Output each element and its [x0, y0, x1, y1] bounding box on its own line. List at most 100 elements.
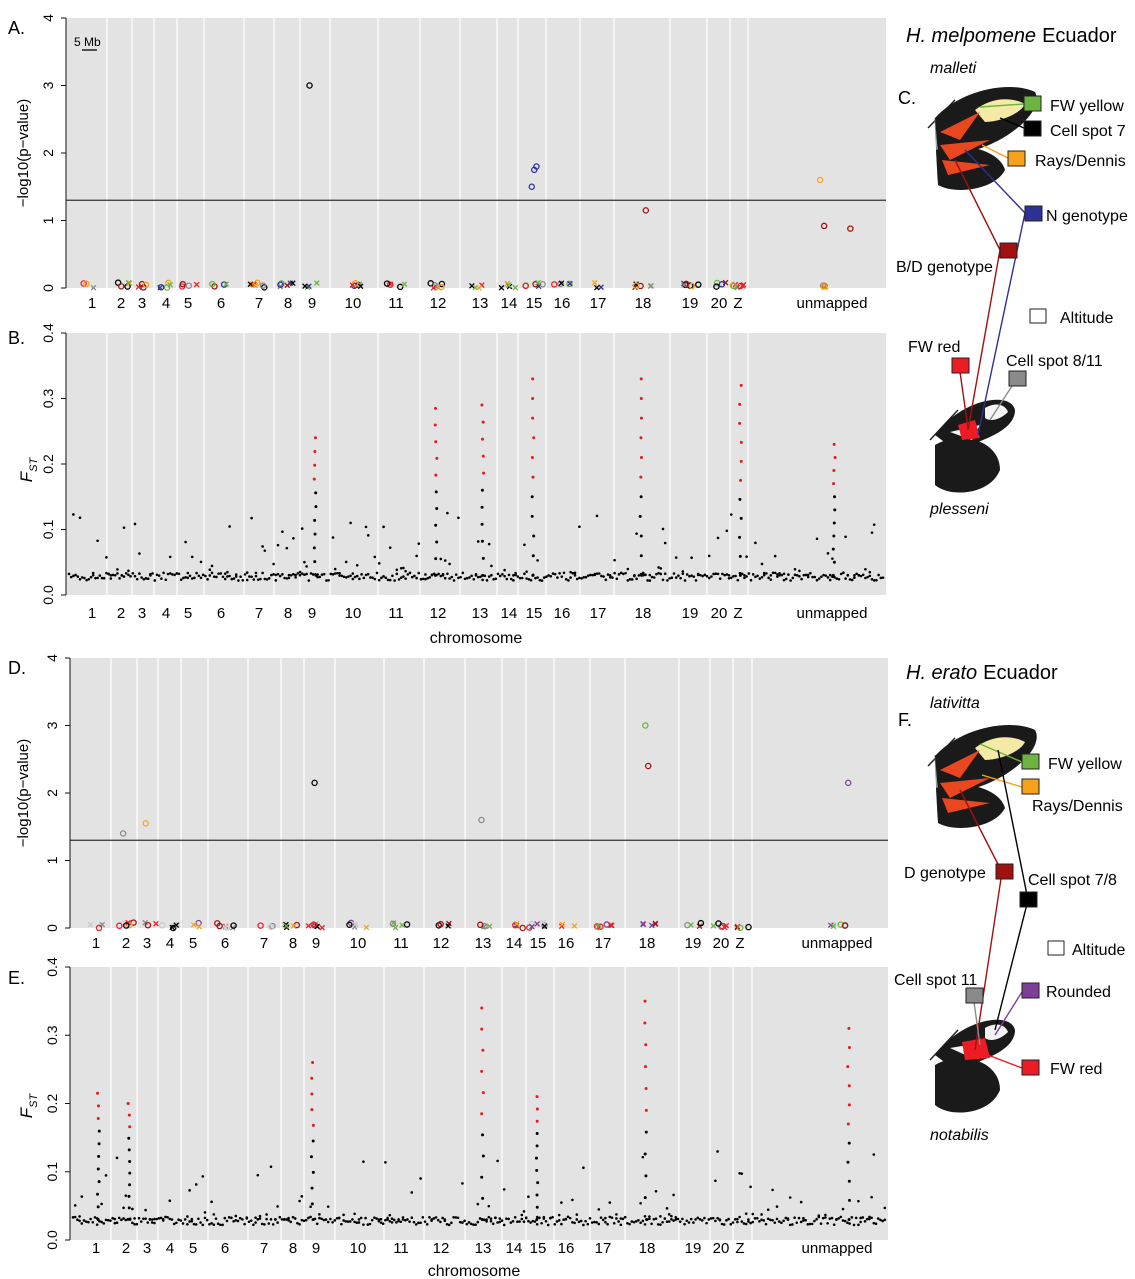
fst-point — [480, 522, 484, 526]
fst-point — [798, 574, 801, 578]
fst-point — [373, 1216, 376, 1219]
y-tick-label: 1 — [40, 216, 56, 224]
fst-point — [868, 1215, 871, 1219]
fst-point — [857, 1199, 860, 1203]
fst-point — [734, 574, 737, 578]
legend-swatch-cell-spot-7-8 — [1019, 891, 1038, 908]
fst-point — [236, 1219, 240, 1223]
fst-point — [707, 1218, 711, 1221]
fst-point — [714, 1179, 717, 1183]
fst-point — [513, 1216, 517, 1219]
chromosome-label: 11 — [393, 1240, 409, 1257]
fst-point — [847, 1141, 851, 1145]
fst-point — [210, 564, 214, 568]
chromosome-label: 18 — [639, 935, 656, 952]
fst-point — [109, 1219, 112, 1222]
fst-point — [754, 575, 757, 579]
fst-point — [203, 1216, 207, 1220]
fst-point — [95, 1223, 99, 1226]
fst-point — [252, 1223, 255, 1227]
fst-point — [689, 1217, 693, 1221]
fst-point — [531, 554, 535, 558]
fst-point — [872, 523, 876, 526]
fst-point — [802, 573, 806, 577]
fst-point — [828, 1217, 832, 1220]
fst-point — [722, 1223, 726, 1226]
fst-point — [747, 1218, 750, 1221]
fst-point — [739, 440, 743, 444]
fst-point — [223, 577, 227, 581]
assoc-point — [126, 280, 133, 286]
y-tick-label: 0.1 — [44, 1162, 60, 1182]
fst-point — [386, 578, 390, 582]
yellow-band — [975, 737, 1025, 760]
fst-point — [868, 574, 872, 578]
fst-point — [309, 572, 313, 575]
fst-point — [452, 1215, 455, 1219]
fst-point — [315, 1222, 319, 1226]
y-tick-label: 0.3 — [44, 1025, 60, 1045]
fst-point — [771, 571, 775, 575]
fst-point — [602, 575, 605, 578]
fst-point — [452, 579, 456, 582]
legend-swatch-d-genotype — [995, 863, 1014, 880]
fst-point — [480, 403, 484, 407]
fst-point — [210, 571, 214, 575]
fst-point — [833, 455, 837, 459]
chromosome-label: 6 — [217, 295, 225, 312]
fst-point — [490, 573, 493, 577]
fst-point — [846, 1221, 849, 1225]
link-n-genotype-top — [964, 149, 1026, 214]
fst-point — [344, 560, 348, 564]
fst-point — [824, 574, 828, 577]
fst-point — [199, 576, 203, 580]
fst-point — [560, 575, 564, 578]
fst-point — [846, 1065, 850, 1069]
chromosome-label: 19 — [682, 295, 699, 312]
fst-point — [276, 1205, 279, 1208]
fst-point — [738, 571, 742, 575]
fst-point — [729, 513, 733, 516]
fst-point — [630, 1220, 634, 1223]
fst-point — [144, 1208, 147, 1212]
fst-point — [366, 1223, 370, 1226]
assoc-point — [223, 281, 229, 288]
fst-point — [582, 1223, 585, 1227]
fst-point — [522, 1210, 526, 1213]
fst-point — [847, 1046, 851, 1050]
assoc-point — [313, 280, 320, 286]
fst-point — [648, 1215, 651, 1218]
fst-point — [619, 1223, 623, 1227]
fst-point — [406, 573, 410, 576]
fst-point — [514, 573, 517, 577]
fst-point — [560, 1201, 563, 1204]
fst-point — [96, 1117, 100, 1121]
fst-point — [535, 1218, 539, 1222]
fst-point — [527, 577, 531, 581]
fst-point — [650, 575, 654, 579]
fst-point — [527, 1195, 530, 1199]
y-tick-label: 0.2 — [44, 1094, 60, 1114]
chromosome-label: 13 — [475, 935, 492, 952]
fst-point — [688, 574, 691, 578]
fst-point — [226, 570, 229, 574]
panel-label-e: E. — [8, 968, 25, 988]
fst-point — [802, 1219, 805, 1222]
region-name: Ecuador — [983, 662, 1058, 684]
assoc-point — [290, 923, 297, 929]
fst-point — [309, 1205, 312, 1209]
fst-point — [549, 574, 553, 578]
fst-point — [501, 572, 504, 576]
fst-point — [443, 559, 447, 562]
fst-point — [270, 573, 273, 577]
fst-point — [751, 1212, 755, 1216]
assoc-point — [142, 820, 149, 827]
fst-point — [476, 1202, 480, 1206]
fst-point — [129, 575, 132, 578]
butterfly-notabilis — [929, 1019, 1015, 1113]
fst-point — [589, 573, 592, 577]
fst-point — [582, 1166, 585, 1170]
y-tick-label: 3 — [44, 721, 60, 729]
fst-point — [657, 571, 660, 575]
fst-point — [738, 421, 742, 425]
